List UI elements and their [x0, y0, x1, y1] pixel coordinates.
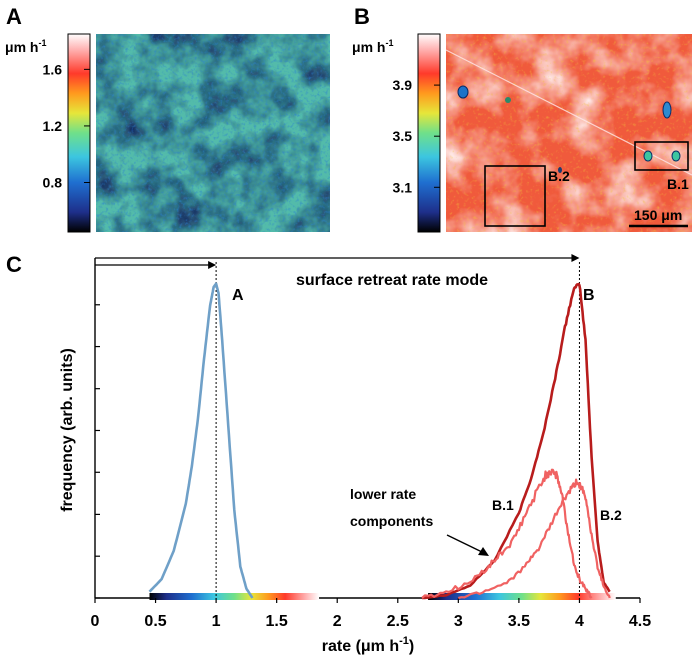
colorbar-tick-label: 3.5 [393, 128, 413, 144]
mode-lines [215, 262, 580, 598]
peak-label-a: A [232, 287, 244, 304]
x-axis-colormap-b [428, 593, 616, 600]
colorbar-b-unit: μm h-1 [352, 38, 393, 55]
x-tick-label: 3 [454, 613, 463, 630]
mode-arrowhead [208, 261, 217, 269]
region-b1-box [634, 141, 689, 171]
region-b1-label: B.1 [667, 176, 689, 192]
lower-rate-arrowhead [478, 547, 489, 556]
x-tick-label: 3.5 [508, 613, 530, 630]
region-b2-label: B.2 [548, 168, 570, 184]
x-tick-label: 2 [333, 613, 342, 630]
mode-annotation: surface retreat rate mode [296, 272, 488, 289]
rate-map-b [445, 34, 693, 232]
panel-c-letter: C [6, 252, 22, 277]
chart-series [148, 282, 611, 600]
peak-label-b: B [583, 287, 595, 304]
rate-map-a [96, 34, 330, 232]
colorbar-a-unit: μm h-1 [5, 38, 46, 55]
rate-map-b-pit [671, 150, 681, 162]
series-b1-line [421, 468, 593, 599]
series-b-line [422, 282, 611, 600]
colorbar-tick-label: 1.6 [43, 61, 63, 77]
region-b2-box [484, 165, 546, 227]
colorbar-b [417, 33, 441, 233]
mode-arrows [95, 254, 580, 269]
y-axis-label: frequency (arb. units) [59, 348, 76, 512]
x-axis-ticks: 0 0.5 1 1.5 2 2.5 3 3.5 4 4.5 [91, 598, 651, 630]
scale-bar-label: 150 μm [634, 207, 682, 223]
x-tick-label: 4.5 [629, 613, 651, 630]
colorbar-tick-label: 1.2 [43, 118, 63, 134]
lower-rate-label-line1: lower rate [350, 486, 416, 502]
y-axis-ticks [95, 304, 100, 599]
x-tick-label: 4 [575, 613, 584, 630]
x-tick-label: 0 [91, 613, 100, 630]
series-label-b2: B.2 [600, 507, 622, 523]
lower-rate-arrow [446, 534, 483, 553]
panel-b-letter: B [354, 4, 370, 29]
colorbar-a-ticks: 1.6 1.2 0.8 [43, 61, 90, 191]
mode-arrowhead [571, 254, 580, 262]
x-tick-label: 1 [212, 613, 221, 630]
rate-map-b-pit [558, 167, 562, 173]
panel-a-letter: A [6, 4, 22, 29]
panel-c: C frequency (arb. units) 0 0.5 1 1.5 2 2.5 3 3.… [6, 252, 651, 655]
series-a-line [148, 282, 254, 599]
colorbar-a [67, 33, 91, 233]
colorbar-tick-label: 3.9 [393, 77, 413, 93]
lower-rate-label-line2: components [350, 513, 433, 529]
colorbar-b-ticks: 3.9 3.5 3.1 [393, 77, 440, 195]
panel-b: B μm h-1 3.9 3.5 3.1 B.2 B.1 150 μm [352, 4, 693, 233]
x-tick-label: 0.5 [144, 613, 166, 630]
series-b2-line [458, 478, 611, 600]
x-axis-colormap-a [149, 593, 320, 600]
rate-map-b-pit [643, 150, 653, 162]
rate-map-b-pit [457, 85, 469, 99]
rate-map-b-pit [505, 97, 511, 103]
rate-map-b-speckle [446, 34, 692, 232]
series-label-b1: B.1 [492, 497, 514, 513]
x-axis-label: rate (μm h-1) [322, 635, 414, 655]
rate-map-b-pit [662, 101, 672, 119]
rate-map-a-speckle [96, 34, 330, 232]
x-tick-label: 2.5 [387, 613, 409, 630]
colorbar-tick-label: 3.1 [393, 179, 413, 195]
colorbar-tick-label: 0.8 [43, 175, 63, 191]
x-tick-label: 1.5 [266, 613, 288, 630]
panel-a: A μm h-1 1.6 1.2 0.8 [5, 4, 330, 233]
